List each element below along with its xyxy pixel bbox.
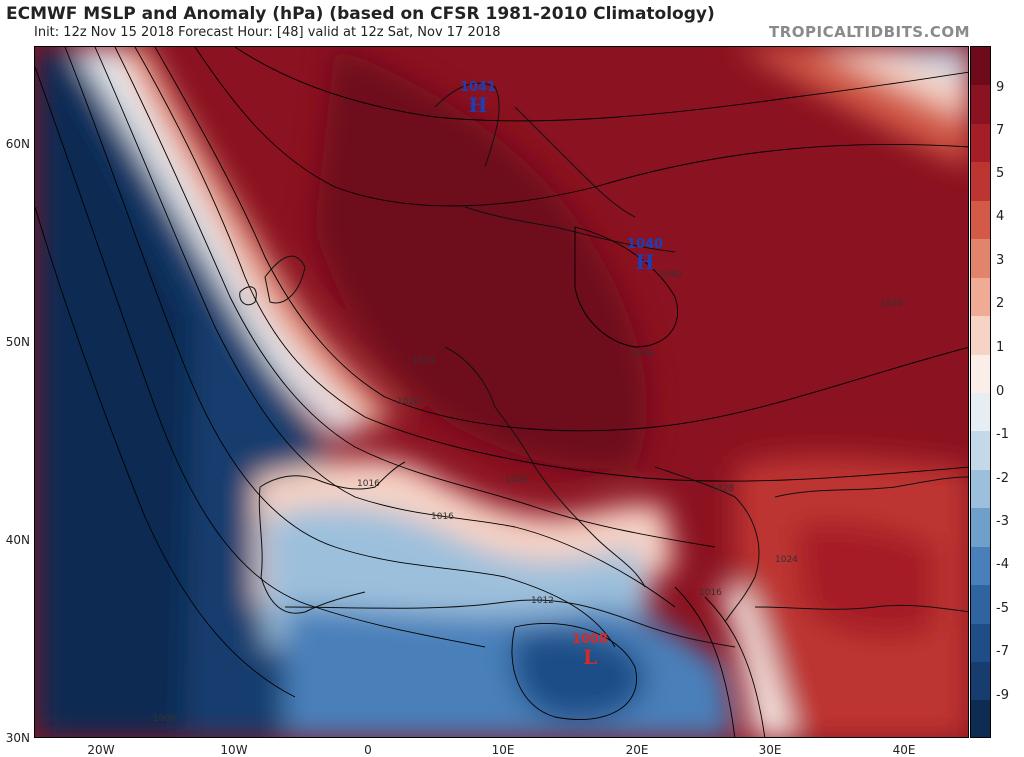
low-pressure-center: 1008 L (565, 632, 615, 669)
colorbar-segment (971, 277, 990, 317)
lon-label: 20W (87, 743, 115, 757)
colorbar-label: -7 (996, 644, 1009, 659)
colorbar-label: -5 (996, 601, 1009, 616)
isobar-label: 1020 (397, 397, 420, 407)
colorbar-label: 2 (996, 296, 1005, 311)
isobar-label: 1036 (631, 349, 654, 359)
colorbar-segment (971, 546, 990, 586)
colorbar-segment (971, 316, 990, 355)
isobar-label: 1008 (153, 714, 176, 724)
colorbar-segment (971, 354, 990, 393)
lon-label: 10W (220, 743, 248, 757)
low-symbol: L (582, 645, 598, 669)
isobar-label: 1016 (357, 479, 380, 489)
pressure-value: 1041 (459, 80, 497, 95)
colorbar-label: 5 (996, 166, 1005, 181)
isobar-label: 1024 (412, 356, 435, 366)
colorbar-segment (971, 700, 990, 737)
isobar-label: 1016 (699, 588, 722, 598)
colorbar-label: -3 (996, 514, 1009, 529)
isobars (35, 47, 968, 737)
colorbar-label: 3 (996, 253, 1005, 268)
anomaly-field (35, 47, 968, 737)
colorbar-segment (971, 85, 990, 124)
lon-label: 20E (625, 743, 649, 757)
pressure-value: 1040 (626, 237, 664, 252)
coastlines (239, 82, 968, 648)
colorbar-segment (971, 431, 990, 470)
colorbar-segment (971, 123, 990, 163)
isobar-label: 1016 (431, 512, 454, 522)
colorbar-label: -1 (996, 427, 1009, 442)
colorbar-label: -2 (996, 471, 1009, 486)
isobar-label: 1036 (880, 299, 903, 309)
colorbar-segment (971, 392, 990, 432)
colorbar-segment (971, 239, 990, 278)
colorbar-segment (971, 508, 990, 547)
colorbar-label: -9 (996, 688, 1009, 703)
colorbar-segment (971, 200, 990, 240)
isobar-label: 1012 (531, 596, 554, 606)
pressure-value: 1008 (571, 632, 609, 647)
lon-label: 40E (892, 743, 916, 757)
isobar-label: 1024 (775, 555, 798, 565)
colorbar-label: -4 (996, 557, 1009, 572)
brand-watermark: TROPICALTIDBITS.COM (769, 23, 970, 41)
colorbar-segment (971, 469, 990, 509)
lat-label: 50N (5, 335, 30, 349)
high-symbol: H (635, 250, 655, 274)
colorbar-segment (971, 585, 990, 624)
high-symbol: H (468, 93, 488, 117)
isobar-label: 1040 (659, 270, 682, 280)
colorbar-label: 9 (996, 80, 1005, 95)
colorbar-segment (971, 47, 990, 86)
map-title: ECMWF MSLP and Anomaly (hPa) (based on C… (6, 4, 715, 24)
colorbar-label: 4 (996, 209, 1005, 224)
colorbar-label: 1 (996, 340, 1005, 355)
lon-label: 30E (758, 743, 782, 757)
colorbar-label: 0 (996, 384, 1005, 399)
colorbar-label: 7 (996, 123, 1005, 138)
colorbar-segment (971, 162, 990, 201)
isobar-label: 1028 (711, 484, 734, 494)
isobar-label: 1020 (505, 475, 528, 485)
lon-label: 0 (364, 743, 372, 757)
lat-label: 40N (5, 533, 30, 547)
high-pressure-center-east: 1040 H (620, 237, 670, 274)
colorbar-segment (971, 662, 990, 701)
colorbar-segment (971, 623, 990, 662)
map-subtitle: Init: 12z Nov 15 2018 Forecast Hour: [48… (34, 25, 501, 40)
lat-label: 30N (5, 731, 30, 745)
lon-label: 10E (491, 743, 515, 757)
map-panel: 1041 H 1040 H 1008 L 1024 1020 1016 1016… (34, 46, 969, 738)
high-pressure-center-north: 1041 H (453, 80, 503, 117)
lat-label: 60N (5, 137, 30, 151)
anomaly-colorbar (970, 46, 991, 738)
